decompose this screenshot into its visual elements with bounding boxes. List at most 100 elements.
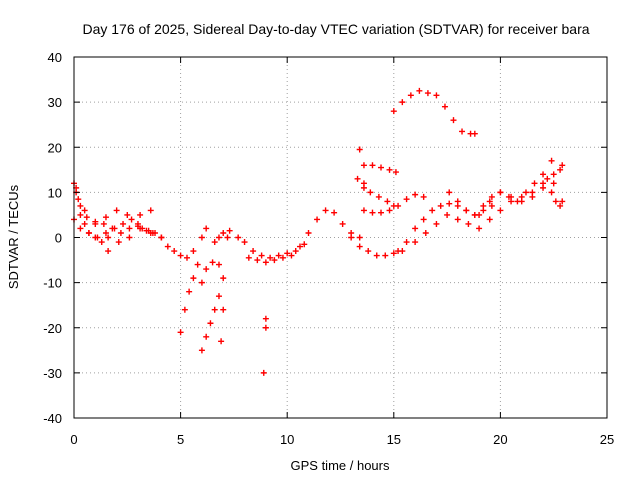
data-point	[360, 207, 367, 214]
y-tick-label: -20	[43, 321, 62, 336]
data-point	[559, 198, 566, 205]
data-point	[147, 207, 154, 214]
data-point	[395, 202, 402, 209]
data-point	[226, 227, 233, 234]
x-tick-label: 0	[70, 432, 77, 447]
data-point	[245, 254, 252, 261]
data-point	[508, 193, 515, 200]
data-point	[177, 252, 184, 259]
plot-frame	[73, 56, 608, 419]
data-point	[209, 259, 216, 266]
series-arc-6	[139, 225, 165, 241]
series-arc-15	[250, 241, 308, 261]
grid-lines	[74, 57, 607, 418]
data-point	[365, 248, 372, 255]
data-point	[486, 198, 493, 205]
x-tick-label: 20	[493, 432, 507, 447]
data-point	[441, 103, 448, 110]
data-point	[220, 229, 227, 236]
x-tick-label: 10	[280, 432, 294, 447]
data-point	[218, 338, 225, 345]
data-point	[531, 180, 538, 187]
data-point	[258, 252, 265, 259]
data-point	[416, 87, 423, 94]
x-axis-label: GPS time / hours	[291, 458, 390, 473]
data-point	[433, 92, 440, 99]
data-point	[260, 369, 267, 376]
data-point	[446, 189, 453, 196]
data-point	[378, 209, 385, 216]
data-point	[548, 157, 555, 164]
data-point	[262, 324, 269, 331]
data-point	[186, 288, 193, 295]
y-tick-labels: -40 -30 -20 -10 0 10 20 30 40	[43, 50, 62, 426]
data-point	[454, 216, 461, 223]
data-point	[412, 225, 419, 232]
data-point	[331, 209, 338, 216]
data-point	[557, 166, 564, 173]
series-arc-18	[354, 175, 397, 209]
data-point	[203, 333, 210, 340]
data-point	[126, 234, 133, 241]
data-point	[444, 211, 451, 218]
data-point	[100, 220, 107, 227]
series-arc-13	[226, 227, 248, 246]
data-point	[399, 99, 406, 106]
y-tick-label: 40	[48, 50, 62, 65]
data-point	[403, 239, 410, 246]
data-point	[181, 306, 188, 313]
data-point	[386, 166, 393, 173]
data-point	[454, 198, 461, 205]
data-point	[356, 146, 363, 153]
data-point	[557, 202, 564, 209]
data-point	[522, 189, 529, 196]
data-point	[465, 220, 472, 227]
data-point	[292, 248, 299, 255]
data-point	[120, 220, 127, 227]
data-point	[75, 196, 82, 203]
series-arc-10	[198, 259, 222, 286]
data-point	[207, 320, 214, 327]
y-tick-label: 10	[48, 185, 62, 200]
data-point	[437, 202, 444, 209]
data-point	[77, 202, 84, 209]
data-point	[85, 229, 92, 236]
data-point	[339, 220, 346, 227]
y-tick-label: 30	[48, 95, 62, 110]
series-arc-26	[476, 180, 566, 218]
data-point	[171, 248, 178, 255]
data-point	[198, 279, 205, 286]
data-point	[348, 234, 355, 241]
data-point	[450, 117, 457, 124]
data-point	[407, 92, 414, 99]
data-point	[92, 220, 99, 227]
data-point	[164, 243, 171, 250]
data-point	[296, 243, 303, 250]
data-point	[105, 234, 112, 241]
series-arc-7	[164, 243, 197, 261]
data-point	[392, 169, 399, 176]
data-point	[375, 193, 382, 200]
series-arc-4	[81, 207, 141, 227]
data-point	[480, 202, 487, 209]
data-point	[102, 229, 109, 236]
data-point	[224, 234, 231, 241]
series-arc-12	[211, 229, 231, 246]
y-axis-label: SDTVAR / TECUs	[6, 184, 21, 289]
series-arc-25	[446, 157, 566, 218]
axis-ticks	[73, 56, 608, 419]
data-point	[369, 209, 376, 216]
data-point	[117, 229, 124, 236]
y-tick-label: -40	[43, 411, 62, 426]
x-tick-label: 5	[177, 432, 184, 447]
data-point	[429, 207, 436, 214]
data-point	[322, 207, 329, 214]
data-point	[305, 229, 312, 236]
data-point	[128, 216, 135, 223]
data-point	[177, 329, 184, 336]
data-point	[476, 225, 483, 232]
data-point	[126, 225, 133, 232]
data-point	[548, 189, 555, 196]
data-point	[137, 211, 144, 218]
